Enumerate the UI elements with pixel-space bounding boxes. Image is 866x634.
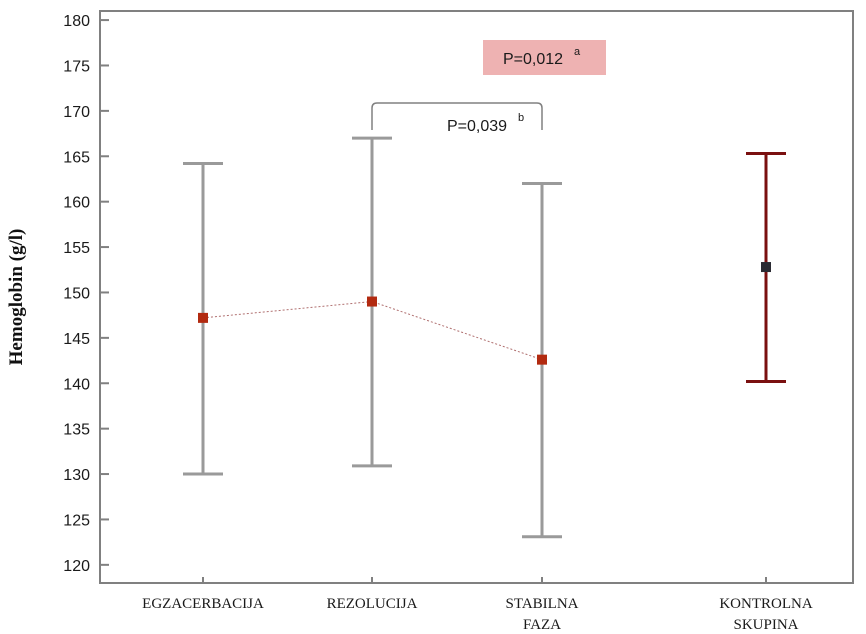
error-bar-group-2 [522, 182, 562, 539]
y-tick-label-130: 130 [63, 467, 90, 484]
y-tick-label-135: 135 [63, 422, 90, 439]
annotations: P=0,012 a P=0,039 b [371, 40, 606, 135]
plot-area [99, 10, 854, 584]
p-value-superscript-2: b [518, 112, 524, 124]
plot-frame [99, 10, 854, 584]
y-axis-label: Hemoglobin (g/l) [6, 229, 27, 366]
y-tick-label-145: 145 [63, 331, 90, 348]
p-value-label-1: P=0,012 [503, 51, 563, 68]
x-tick-label-3-0: KONTROLNA [719, 596, 812, 612]
error-bar-group-0 [183, 162, 223, 476]
y-tick-label-170: 170 [63, 104, 90, 121]
p-value-label-2: P=0,039 [447, 118, 507, 135]
x-tick-label-2-0: STABILNA [506, 596, 579, 612]
x-tick-label-2-1: FAZA [523, 617, 561, 633]
x-tick-label-0-0: EGZACERBACIJA [142, 596, 264, 612]
error-bar-group-3 [746, 152, 786, 383]
y-tick-label-140: 140 [63, 376, 90, 393]
error-bar-group-1 [352, 136, 392, 468]
y-tick-label-125: 125 [63, 512, 90, 529]
mean-marker-1 [367, 296, 377, 307]
x-tick-label-1-0: REZOLUCIJA [327, 596, 418, 612]
y-tick-label-165: 165 [63, 149, 90, 166]
mean-marker-3 [761, 262, 771, 273]
y-axis: 120 125 130 135 140 145 150 155 160 165 170 175 180 [63, 13, 109, 575]
significance-bracket [371, 102, 543, 130]
x-axis: EGZACERBACIJA REZOLUCIJA STABILNA FAZA KONTR… [142, 577, 813, 633]
y-tick-label-180: 180 [63, 13, 90, 30]
y-tick-label-150: 150 [63, 285, 90, 302]
y-tick-label-175: 175 [63, 58, 90, 75]
p-value-superscript-1: a [574, 46, 581, 58]
y-tick-label-155: 155 [63, 240, 90, 257]
error-bar-series [183, 136, 786, 539]
mean-marker-0 [198, 312, 208, 323]
y-tick-label-120: 120 [63, 558, 90, 575]
p-value-highlight-box [483, 40, 606, 75]
mean-marker-2 [537, 354, 547, 365]
x-tick-label-3-1: SKUPINA [733, 617, 798, 633]
y-tick-label-160: 160 [63, 195, 90, 212]
